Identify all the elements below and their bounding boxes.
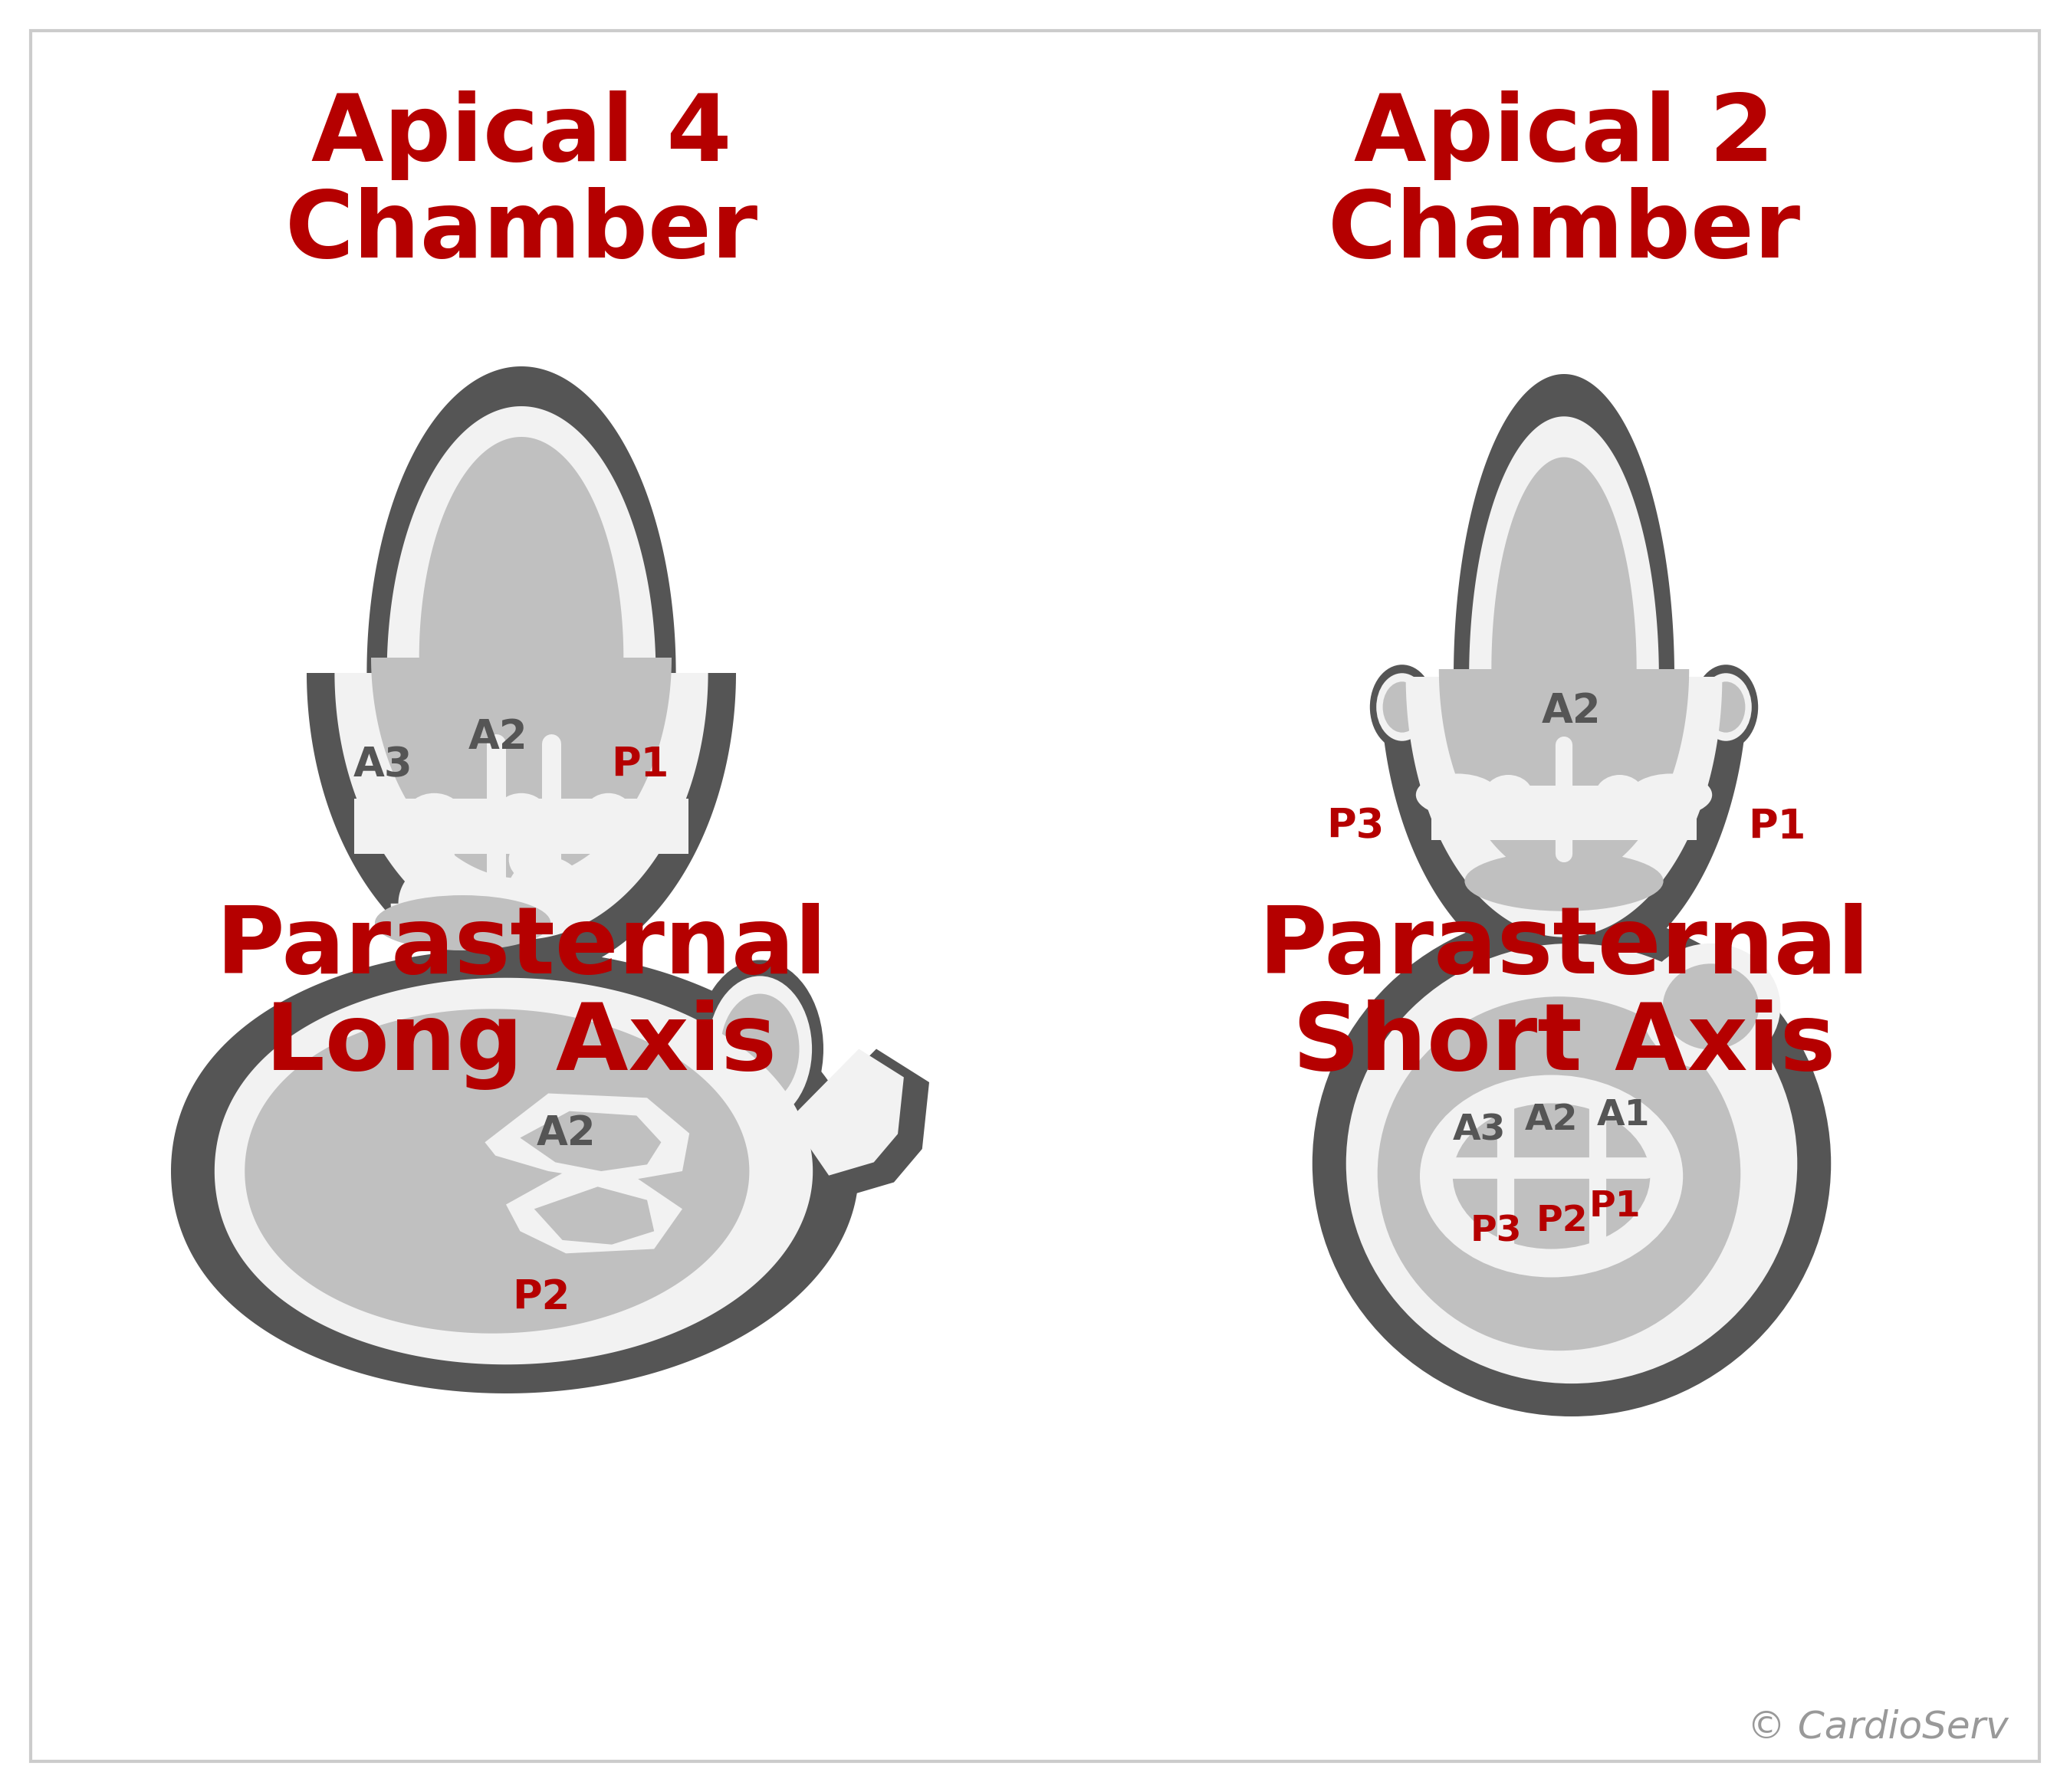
Polygon shape <box>534 1186 654 1244</box>
Ellipse shape <box>1453 1104 1650 1249</box>
Polygon shape <box>484 1093 689 1183</box>
Text: P1: P1 <box>1747 806 1805 846</box>
Text: A3: A3 <box>354 745 414 785</box>
Text: P3: P3 <box>1470 1215 1521 1249</box>
Text: Parasternal
Long Axis: Parasternal Long Axis <box>215 903 826 1090</box>
Ellipse shape <box>696 961 824 1138</box>
Text: P1: P1 <box>1588 1190 1642 1224</box>
Text: P1: P1 <box>611 745 669 785</box>
Ellipse shape <box>1484 774 1534 819</box>
Polygon shape <box>215 978 814 1364</box>
Text: A3: A3 <box>1453 1113 1505 1149</box>
Text: A1: A1 <box>1598 1098 1650 1133</box>
Ellipse shape <box>1312 910 1832 1416</box>
Text: A2: A2 <box>536 1113 596 1154</box>
Polygon shape <box>1406 416 1722 937</box>
Ellipse shape <box>1706 681 1745 733</box>
Text: Parasternal
Short Axis: Parasternal Short Axis <box>1259 903 1869 1090</box>
Polygon shape <box>795 1048 929 1197</box>
Ellipse shape <box>1629 774 1712 815</box>
Ellipse shape <box>1416 774 1499 815</box>
Text: P2: P2 <box>513 1278 569 1317</box>
Ellipse shape <box>1699 674 1751 740</box>
Ellipse shape <box>1346 943 1797 1383</box>
Text: P3: P3 <box>1327 806 1385 846</box>
Polygon shape <box>1432 785 1697 840</box>
Text: Apical 4
Chamber: Apical 4 Chamber <box>286 90 758 276</box>
Ellipse shape <box>1383 681 1422 733</box>
Polygon shape <box>791 1048 905 1176</box>
Polygon shape <box>335 407 708 939</box>
Ellipse shape <box>586 794 631 831</box>
Text: A2: A2 <box>1526 1104 1577 1138</box>
Text: A2: A2 <box>1542 692 1602 731</box>
Ellipse shape <box>1662 964 1759 1050</box>
Polygon shape <box>505 1172 683 1253</box>
Ellipse shape <box>1370 665 1435 749</box>
Ellipse shape <box>1420 1075 1683 1278</box>
Ellipse shape <box>1377 674 1428 740</box>
Polygon shape <box>244 1009 749 1333</box>
Polygon shape <box>520 1111 660 1172</box>
Polygon shape <box>354 799 689 853</box>
Polygon shape <box>1381 375 1747 980</box>
Ellipse shape <box>1642 943 1780 1070</box>
Text: P2: P2 <box>1536 1204 1588 1238</box>
Ellipse shape <box>708 977 811 1122</box>
Ellipse shape <box>1377 996 1741 1351</box>
Text: A2: A2 <box>468 717 528 758</box>
Ellipse shape <box>509 839 551 880</box>
Ellipse shape <box>720 995 799 1104</box>
Ellipse shape <box>497 794 546 831</box>
Text: © CardioServ: © CardioServ <box>1747 1710 2008 1745</box>
Ellipse shape <box>375 896 551 950</box>
Ellipse shape <box>1466 851 1664 910</box>
Ellipse shape <box>1594 774 1646 819</box>
Polygon shape <box>391 862 491 944</box>
Text: Apical 2
Chamber: Apical 2 Chamber <box>1327 90 1801 276</box>
Polygon shape <box>1439 457 1689 882</box>
Polygon shape <box>499 857 594 934</box>
Ellipse shape <box>408 794 462 831</box>
Ellipse shape <box>1693 665 1757 749</box>
Polygon shape <box>371 437 671 878</box>
Polygon shape <box>172 950 859 1394</box>
Ellipse shape <box>414 839 455 880</box>
Polygon shape <box>306 366 737 980</box>
